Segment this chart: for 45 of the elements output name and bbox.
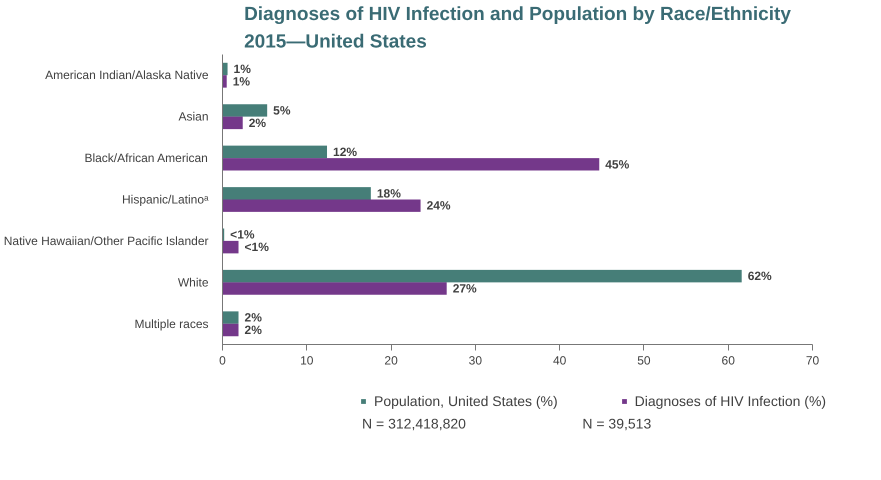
bar (222, 158, 600, 170)
text: N = 39,513 (582, 416, 652, 432)
chart-title: Diagnoses of HIV Infection and Population by Race/Ethnicity 2015—United States (244, 4, 792, 52)
bar (222, 187, 371, 200)
legend-label: Diagnoses of HIV Infection (%) (634, 393, 826, 409)
bar (222, 200, 421, 212)
bar (222, 104, 268, 117)
data-label: 2% (244, 310, 262, 325)
x-tick-label: 40 (552, 354, 567, 368)
data-label: 1% (232, 74, 250, 88)
x-tick-label: 30 (468, 354, 482, 368)
x-tick-label: 0 (219, 354, 226, 368)
data-label: 2% (244, 323, 262, 337)
y-tick-label: White (178, 275, 209, 290)
data-label: <1% (244, 240, 270, 254)
y-tick-label: Asian (178, 110, 209, 124)
bar (222, 240, 239, 254)
data-label: 18% (376, 186, 402, 200)
y-tick-label: Multiple races (134, 316, 209, 331)
bar (222, 324, 239, 336)
bar (222, 282, 447, 295)
x-tick-label: 70 (806, 354, 820, 368)
data-label: 1% (234, 62, 252, 76)
x-tick-label: 20 (384, 354, 398, 368)
bar (222, 146, 328, 158)
y-tick-label: American Indian/Alaska Native (45, 68, 209, 82)
data-label: 24% (426, 198, 451, 213)
y-tick-label: Native Hawaiian/Other Pacific Islander (4, 234, 209, 248)
x-tick-label: 60 (722, 354, 736, 368)
x-tick-label: 50 (637, 354, 651, 368)
data-label: 5% (273, 103, 291, 118)
y-tick-label: Hispanic/Latinoᵃ (122, 192, 210, 206)
bar (222, 311, 239, 324)
bar (222, 116, 243, 130)
data-label: 45% (605, 157, 630, 172)
bar (222, 270, 742, 282)
legend-label: Population, United States (%) (374, 393, 558, 409)
x-tick-label: 10 (300, 354, 314, 368)
data-label: 62% (748, 269, 772, 284)
data-label: 2% (248, 116, 266, 130)
y-tick-label: Black/African American (84, 151, 208, 166)
data-label: 27% (452, 282, 478, 296)
text: N = 312,418,820 (362, 416, 466, 432)
data-label: <1% (230, 228, 255, 242)
data-label: 12% (333, 144, 358, 159)
